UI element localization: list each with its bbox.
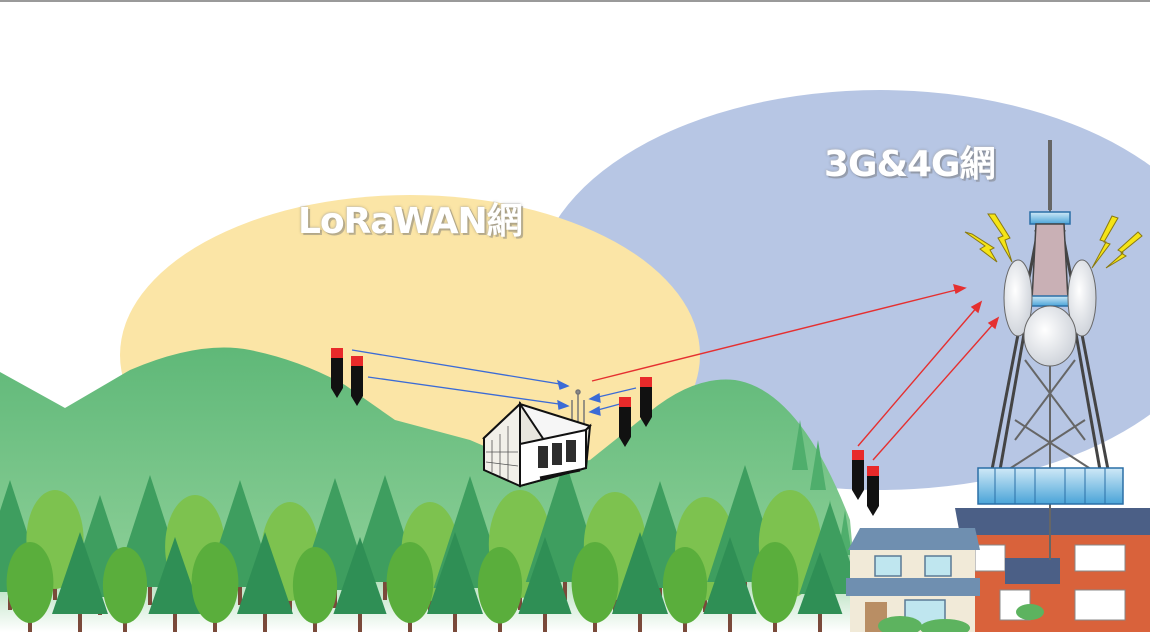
forest [0, 460, 861, 632]
house-icon [846, 508, 1150, 632]
lorawan-links [351, 349, 637, 416]
tree-icon [662, 547, 708, 632]
tree-icon [333, 537, 387, 632]
sensor-probe-icon [619, 397, 631, 447]
tree-icon [102, 547, 148, 632]
tree-icon [292, 547, 338, 632]
gateway-building-icon [482, 389, 592, 488]
tree-icon [477, 547, 523, 632]
tree-icon [797, 552, 843, 632]
lightning-icon [964, 213, 1143, 269]
tree-icon [386, 542, 434, 632]
tree-icon [52, 532, 108, 632]
sensor-probe-icon [331, 348, 343, 398]
sensor-probe-icon [852, 450, 864, 500]
sensor-group [331, 348, 879, 516]
tree-icon [518, 537, 572, 632]
tree-icon [148, 537, 202, 632]
tree-icon [751, 542, 799, 632]
tree-icon [427, 532, 483, 632]
tree-icon [191, 542, 239, 632]
tree-icon [6, 542, 54, 632]
tree-icon [703, 537, 757, 632]
lorawan-network-label: LoRaWAN網 [298, 201, 523, 242]
cell-tower-icon [977, 140, 1124, 560]
tree-icon [571, 542, 619, 632]
sensor-probe-icon [640, 377, 652, 427]
tree-icon [237, 532, 293, 632]
cellular-network-label: 3G&4G網 [824, 144, 996, 185]
tree-icon [612, 532, 668, 632]
sensor-probe-icon [867, 466, 879, 516]
sensor-probe-icon [351, 356, 363, 406]
cellular-links [591, 284, 1000, 461]
